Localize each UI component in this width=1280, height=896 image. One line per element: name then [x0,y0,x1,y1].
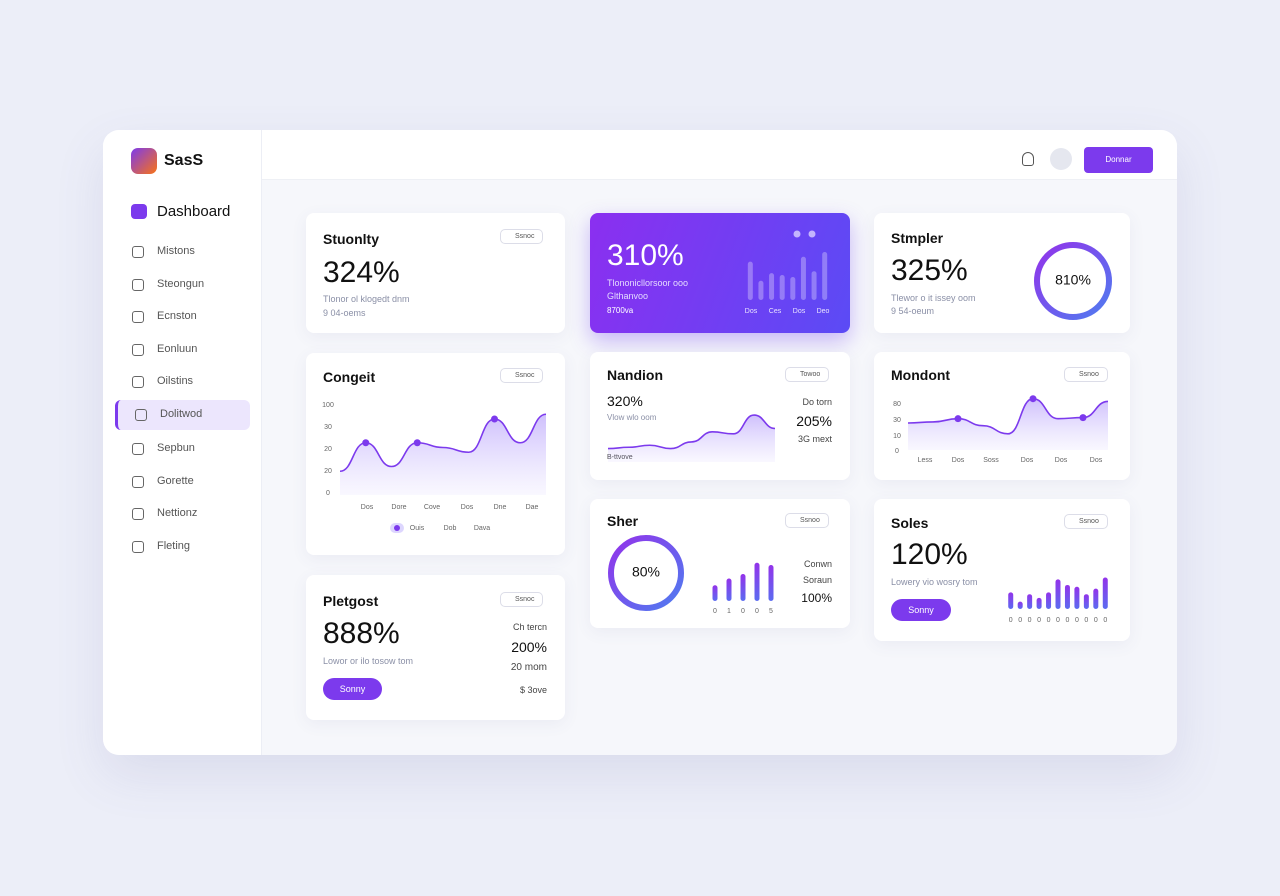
right-sub: Soraun [802,575,832,585]
nav-icon [132,311,144,323]
right-value: 205% [796,413,832,429]
dashboard-link[interactable]: Dashboard [157,203,231,220]
metric: 324% [323,256,400,289]
desc: Vlow wlo oom [607,413,657,422]
nav-item[interactable]: Nettionz [115,499,250,529]
right-foot: $ 3ove [519,685,547,695]
nav-label: Nettionz [157,507,198,519]
right-label: Do torn [802,397,832,407]
nav-label: Gorette [157,474,194,487]
card-title: Stmpler [891,230,944,246]
metric: 120% [891,538,968,571]
desc: Tlewor o it issey oom [891,293,976,303]
card-title: Sher [607,513,639,529]
filter-pill[interactable]: Ssnoo [785,513,829,528]
right-label: Ch tercn [512,622,547,632]
card-soles: Soles Ssnoo 120% Lowery vio wosry tom So… [874,499,1130,641]
sub: 9 54-oeum [891,306,935,316]
card-title: Congeit [323,369,376,385]
nav-item-active[interactable]: Dolitwod [115,399,250,430]
nav-label: Eonluun [157,342,198,355]
nav-icon [132,508,144,520]
nav-icon [132,443,144,455]
desc2: Glthanvoo [607,291,649,301]
filter-pill[interactable]: Ssnoo [1064,367,1108,382]
card-stmpler: Stmpler 325% Tlewor o it issey oom 9 54-… [874,213,1130,333]
sub: 8700va [607,306,634,315]
right-value: 100% [801,591,832,605]
user-icon[interactable] [1022,152,1034,166]
card-hero: 310% Tlononicllorsoor ooo Glthanvoo 8700… [590,213,850,333]
desc: Tlonor ol klogedt dnm [323,294,410,304]
nav-label: Dolitwod [160,407,203,420]
nav-icon [132,540,144,553]
nav-label: Ecnston [157,310,197,322]
metric: 325% [891,254,968,287]
nav-item[interactable]: Ecnston [115,302,250,332]
filter-pill[interactable]: Ssnoo [1064,514,1108,529]
dashboard-icon [131,204,147,219]
desc: Lowery vio wosry tom [891,577,978,587]
right-sub: 20 mom [510,662,547,673]
card-sher: Sher Ssnoo Conwn Soraun 100% [590,499,850,628]
filter-pill[interactable]: Towoo [785,367,830,382]
nav-label: Fleting [157,539,191,552]
right-sub: 3G mext [797,434,832,444]
card-title: Mondont [891,367,951,383]
nav-icon [132,343,144,356]
card-nandion: Nandion Towoo 320% Vlow wlo oom B-ttvove… [590,352,850,480]
card-pletgost: Pletgost Ssnoc 888% Lowor or ilo tosow t… [306,575,565,720]
metric: 310% [607,239,684,272]
card-mondont: Mondont Ssnoo [874,352,1130,480]
nav-label: Oilstins [157,375,194,387]
nav-label: Sepbun [157,442,195,454]
nav-item[interactable]: Mistons [115,237,250,267]
foot: B-ttvove [607,454,633,461]
action-button[interactable]: Sonny [323,678,382,700]
nav-item[interactable]: Eonluun [115,335,250,365]
filter-pill[interactable]: Ssnoc [500,229,544,244]
card-title: Stuonlty [323,231,379,247]
avatar[interactable] [1050,148,1072,170]
nav-item[interactable]: Fleting [115,532,250,562]
desc: Tlononicllorsoor ooo [607,278,689,288]
card-congeit: Congeit Ssnoc [306,353,565,555]
card-title: Pletgost [323,593,379,609]
header-button[interactable]: Donnar [1084,147,1153,173]
metric: 888% [323,617,400,650]
card-title: Nandion [607,367,663,383]
nav-icon [132,376,144,388]
nav-label: Steongun [157,277,205,290]
sub: 9 04-oems [323,308,366,318]
metric: 320% [607,393,643,409]
logo [131,148,157,174]
right-value: 200% [511,639,547,655]
action-button[interactable]: Sonny [891,599,951,621]
nav-icon [132,246,144,258]
header: Donnar [262,130,1177,180]
desc: Lowor or ilo tosow tom [323,656,414,666]
nav-icon [132,278,144,291]
nav-icon [135,408,147,421]
nav-label: Mistons [157,245,195,257]
nav-item[interactable]: Sepbun [115,434,250,464]
card-stuonity: Stuonlty Ssnoc 324% Tlonor ol klogedt dn… [306,213,565,333]
right-label: Conwn [803,559,832,569]
filter-pill[interactable]: Ssnoc [500,592,544,607]
nav-icon [132,475,144,488]
nav-item[interactable]: Steongun [115,270,250,300]
card-title: Soles [891,515,929,531]
brand: SasS [164,152,204,169]
nav-item[interactable]: Gorette [115,467,250,497]
nav-item[interactable]: Oilstins [115,367,250,397]
sidebar: SasS Dashboard Mistons Steongun Ecnston Eon… [103,130,262,755]
filter-pill[interactable]: Ssnoc [500,368,544,383]
